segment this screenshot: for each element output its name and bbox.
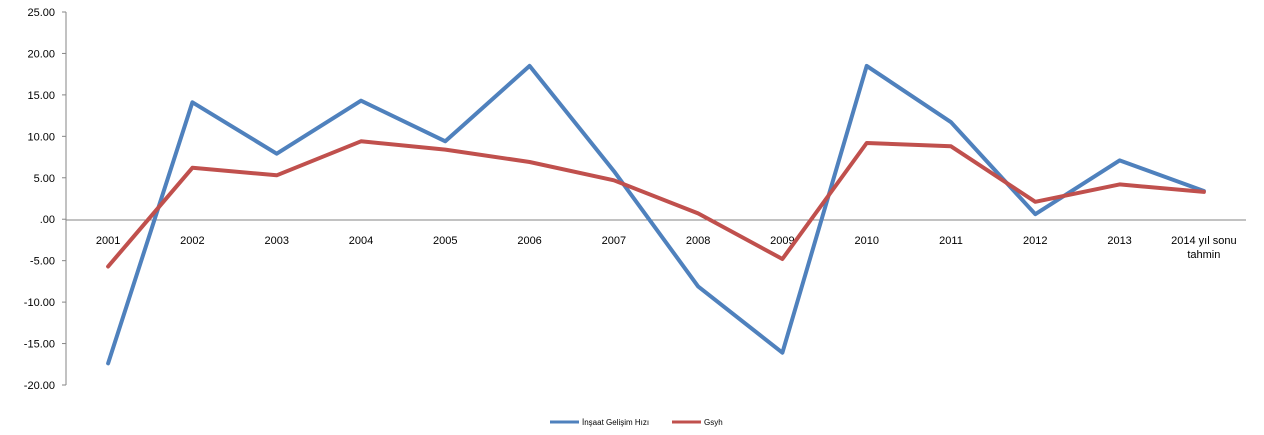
x-tick-label-line: 2010: [854, 235, 878, 247]
y-tick-label: 15.00: [27, 90, 55, 102]
y-tick-label: 5.00: [34, 173, 55, 185]
y-tick-label: 20.00: [27, 48, 55, 60]
x-tick-label-line: 2007: [602, 235, 626, 247]
x-tick-label-line: 2012: [1023, 235, 1047, 247]
y-tick-label: .00: [40, 214, 55, 226]
x-tick-label-line: 2001: [96, 235, 120, 247]
x-tick-label: 2001: [96, 235, 120, 247]
x-tick-label-line: 2014 yıl sonu: [1171, 235, 1236, 247]
x-tick-label: 2012: [1023, 235, 1047, 247]
y-tick-label: 25.00: [27, 7, 55, 19]
legend-label: İnşaat Gelişim Hızı: [582, 418, 649, 427]
y-tick-label: -5.00: [30, 256, 55, 268]
x-tick-label-line: 2003: [264, 235, 288, 247]
x-tick-label-line: 2005: [433, 235, 457, 247]
legend-label: Gsyh: [704, 418, 723, 427]
x-tick-label: 2002: [180, 235, 204, 247]
series-group: [108, 66, 1204, 364]
x-tick-label: 2010: [854, 235, 878, 247]
x-tick-label-line: tahmin: [1187, 249, 1220, 261]
y-axis-ticks: 25.00 20.00 15.00 10.00 5.00 .00 -5.00 -10.00 -1…: [24, 7, 66, 392]
x-tick-label: 2007: [602, 235, 626, 247]
x-tick-label: 2014 yıl sonu tahmin: [1171, 235, 1236, 261]
y-tick-label: -15.00: [24, 339, 55, 351]
x-tick-label: 2005: [433, 235, 457, 247]
x-tick-label-line: 2004: [349, 235, 373, 247]
x-tick-label: 2003: [264, 235, 288, 247]
x-axis-ticks: 2001 2002 2003 2004 2005 2006 2007 2008 2009 2010…: [96, 235, 1237, 261]
x-tick-label: 2004: [349, 235, 373, 247]
x-tick-label-line: 2008: [686, 235, 710, 247]
x-tick-label: 2006: [517, 235, 541, 247]
x-tick-label-line: 2006: [517, 235, 541, 247]
x-tick-label-line: 2002: [180, 235, 204, 247]
x-tick-label-line: 2011: [939, 235, 963, 247]
series-line-2: [108, 141, 1204, 266]
x-tick-label: 2008: [686, 235, 710, 247]
x-tick-label: 2013: [1107, 235, 1131, 247]
legend: İnşaat Gelişim Hızı Gsyh: [550, 418, 723, 427]
y-tick-label: -10.00: [24, 297, 55, 309]
x-tick-label-line: 2013: [1107, 235, 1131, 247]
x-tick-label: 2011: [939, 235, 963, 247]
y-tick-label: 10.00: [27, 131, 55, 143]
series-line-1: [108, 66, 1204, 364]
y-tick-label: -20.00: [24, 380, 55, 392]
